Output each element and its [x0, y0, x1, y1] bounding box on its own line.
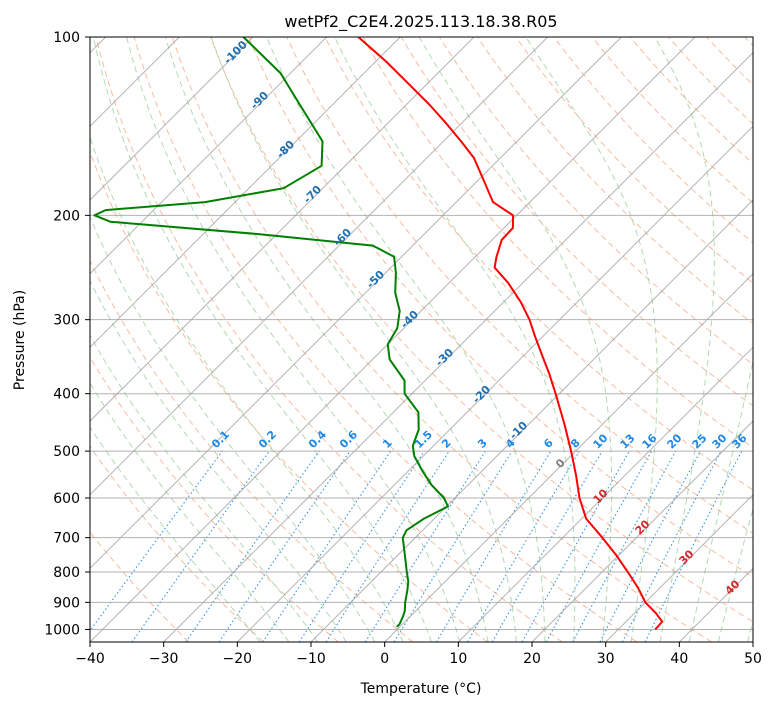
y-tick-label: 300: [53, 313, 80, 329]
x-tick-label: −10: [296, 651, 326, 667]
x-tick-label: 40: [670, 651, 688, 667]
y-tick-label: 1000: [44, 622, 80, 638]
x-tick-label: −40: [75, 651, 105, 667]
y-tick-label: 200: [53, 208, 80, 224]
y-tick-label: 800: [53, 565, 80, 581]
y-tick-label: 600: [53, 491, 80, 507]
y-tick-label: 500: [53, 444, 80, 460]
y-axis-label: Pressure (hPa): [12, 290, 28, 390]
chart-title: wetPf2_C2E4.2025.113.18.38.R05: [284, 12, 557, 32]
x-tick-label: 0: [380, 651, 389, 667]
x-tick-label: 50: [744, 651, 762, 667]
y-tick-label: 400: [53, 387, 80, 403]
x-tick-label: 20: [523, 651, 541, 667]
x-tick-label: −30: [149, 651, 179, 667]
x-tick-label: 30: [597, 651, 615, 667]
x-tick-label: −20: [223, 651, 253, 667]
x-tick-label: 10: [449, 651, 467, 667]
y-tick-label: 100: [53, 30, 80, 46]
y-tick-label: 700: [53, 531, 80, 547]
x-axis-label: Temperature (°C): [360, 681, 482, 697]
y-tick-label: 900: [53, 595, 80, 611]
